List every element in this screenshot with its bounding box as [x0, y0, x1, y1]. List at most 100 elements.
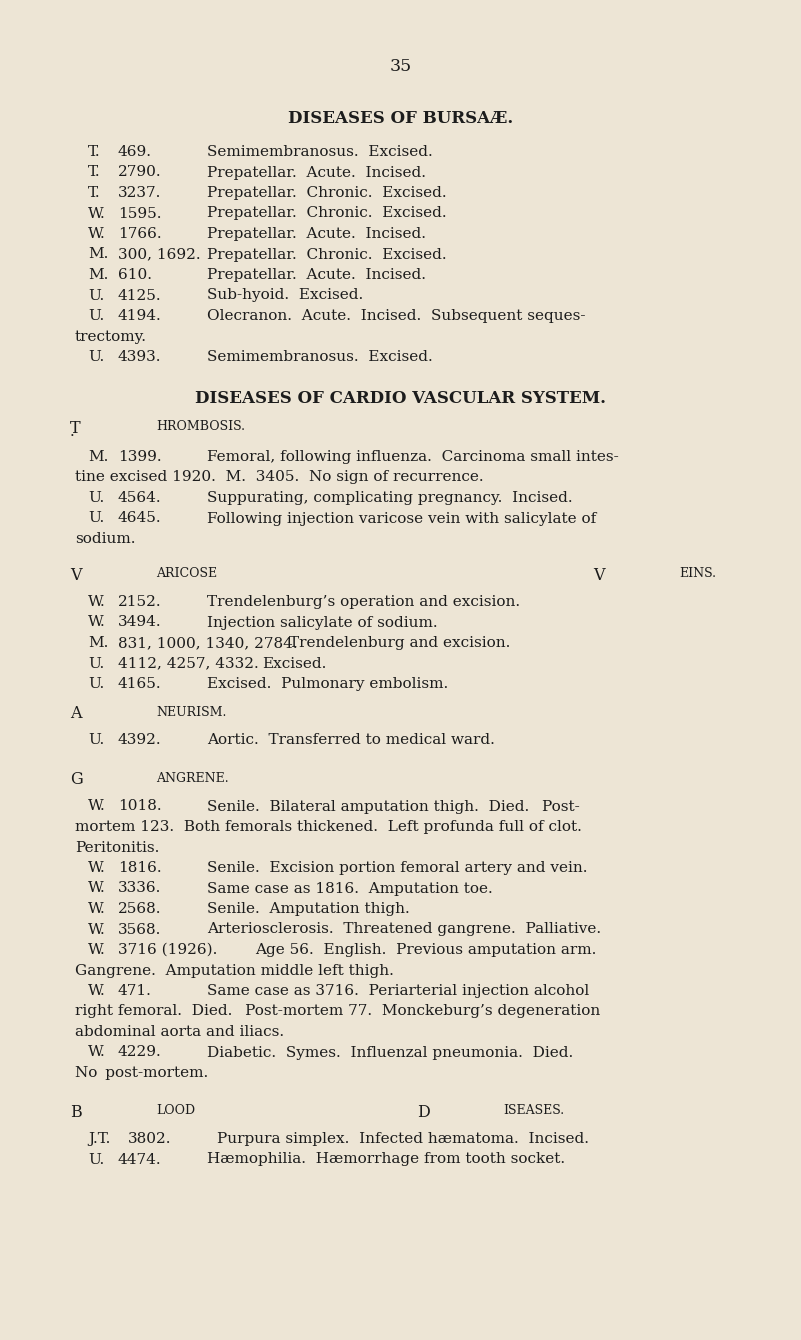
Text: Senile.  Bilateral amputation thigh.  Died.   Post-: Senile. Bilateral amputation thigh. Died…	[207, 800, 580, 813]
Text: W.: W.	[88, 1045, 106, 1060]
Text: 4564.: 4564.	[118, 490, 162, 505]
Text: abdominal aorta and iliacs.: abdominal aorta and iliacs.	[75, 1025, 284, 1038]
Text: M.: M.	[88, 636, 108, 650]
Text: 471.: 471.	[118, 984, 152, 998]
Text: 1399.: 1399.	[118, 450, 162, 464]
Text: Arteriosclerosis.  Threatened gangrene.  Palliative.: Arteriosclerosis. Threatened gangrene. P…	[207, 922, 601, 937]
Text: 1595.: 1595.	[118, 206, 162, 221]
Text: 4474.: 4474.	[118, 1152, 162, 1167]
Text: Same case as 3716.  Periarterial injection alcohol: Same case as 3716. Periarterial injectio…	[207, 984, 590, 998]
Text: ISEASES.: ISEASES.	[504, 1104, 565, 1118]
Text: 2790.: 2790.	[118, 166, 162, 180]
Text: Same case as 1816.  Amputation toe.: Same case as 1816. Amputation toe.	[207, 882, 493, 895]
Text: U.: U.	[88, 1152, 104, 1167]
Text: ARICOSE: ARICOSE	[156, 567, 217, 580]
Text: Suppurating, complicating pregnancy.  Incised.: Suppurating, complicating pregnancy. Inc…	[207, 490, 573, 505]
Text: Sub-hyoid.  Excised.: Sub-hyoid. Excised.	[207, 288, 363, 303]
Text: U.: U.	[88, 350, 104, 364]
Text: Aortic.  Transferred to medical ward.: Aortic. Transferred to medical ward.	[207, 733, 495, 748]
Text: 35: 35	[389, 58, 412, 75]
Text: 3336.: 3336.	[118, 882, 161, 895]
Text: DISEASES OF BURSAÆ.: DISEASES OF BURSAÆ.	[288, 110, 513, 127]
Text: sodium.: sodium.	[75, 532, 135, 545]
Text: .: .	[70, 425, 74, 440]
Text: 300, 1692.: 300, 1692.	[118, 248, 200, 261]
Text: D: D	[417, 1104, 430, 1122]
Text: T.: T.	[88, 166, 101, 180]
Text: trectomy.: trectomy.	[75, 330, 147, 343]
Text: mortem 123.  Both femorals thickened.  Left profunda full of clot.: mortem 123. Both femorals thickened. Lef…	[75, 820, 582, 833]
Text: Prepatellar.  Chronic.  Excised.: Prepatellar. Chronic. Excised.	[207, 248, 447, 261]
Text: 3237.: 3237.	[118, 186, 161, 200]
Text: 1816.: 1816.	[118, 862, 162, 875]
Text: Femoral, following influenza.  Carcinoma small intes-: Femoral, following influenza. Carcinoma …	[207, 450, 618, 464]
Text: W.: W.	[88, 206, 106, 221]
Text: Gangrene.  Amputation middle left thigh.: Gangrene. Amputation middle left thigh.	[75, 963, 394, 977]
Text: 4392.: 4392.	[118, 733, 162, 748]
Text: 610.: 610.	[118, 268, 152, 281]
Text: W.: W.	[88, 800, 106, 813]
Text: U.: U.	[88, 310, 104, 323]
Text: 4645.: 4645.	[118, 512, 162, 525]
Text: M.: M.	[88, 268, 108, 281]
Text: DISEASES OF CARDIO VASCULAR SYSTEM.: DISEASES OF CARDIO VASCULAR SYSTEM.	[195, 390, 606, 407]
Text: 1018.: 1018.	[118, 800, 162, 813]
Text: 4112, 4257, 4332.: 4112, 4257, 4332.	[118, 657, 259, 670]
Text: Semimembranosus.  Excised.: Semimembranosus. Excised.	[207, 145, 433, 159]
Text: Trendelenburg and excision.: Trendelenburg and excision.	[289, 636, 510, 650]
Text: 831, 1000, 1340, 2784.: 831, 1000, 1340, 2784.	[118, 636, 298, 650]
Text: U.: U.	[88, 657, 104, 670]
Text: U.: U.	[88, 490, 104, 505]
Text: M.: M.	[88, 248, 108, 261]
Text: Purpura simplex.  Infected hæmatoma.  Incised.: Purpura simplex. Infected hæmatoma. Inci…	[217, 1132, 589, 1146]
Text: B: B	[70, 1104, 82, 1122]
Text: Diabetic.  Symes.  Influenzal pneumonia.  Died.: Diabetic. Symes. Influenzal pneumonia. D…	[207, 1045, 574, 1060]
Text: 4229.: 4229.	[118, 1045, 162, 1060]
Text: W.: W.	[88, 984, 106, 998]
Text: W.: W.	[88, 226, 106, 241]
Text: W.: W.	[88, 922, 106, 937]
Text: Senile.  Amputation thigh.: Senile. Amputation thigh.	[207, 902, 410, 917]
Text: Age 56.  English.  Previous amputation arm.: Age 56. English. Previous amputation arm…	[255, 943, 597, 957]
Text: W.: W.	[88, 902, 106, 917]
Text: G: G	[70, 772, 83, 788]
Text: 3802.: 3802.	[128, 1132, 171, 1146]
Text: 4194.: 4194.	[118, 310, 162, 323]
Text: T.: T.	[88, 186, 101, 200]
Text: tine excised 1920.  M.  3405.  No sign of recurrence.: tine excised 1920. M. 3405. No sign of r…	[75, 470, 484, 485]
Text: 2152.: 2152.	[118, 595, 162, 608]
Text: M.: M.	[88, 450, 108, 464]
Text: 4393.: 4393.	[118, 350, 162, 364]
Text: 3494.: 3494.	[118, 615, 162, 630]
Text: W.: W.	[88, 615, 106, 630]
Text: 3716 (1926).: 3716 (1926).	[118, 943, 217, 957]
Text: U.: U.	[88, 733, 104, 748]
Text: U.: U.	[88, 677, 104, 691]
Text: LOOD: LOOD	[156, 1104, 195, 1118]
Text: Prepatellar.  Acute.  Incised.: Prepatellar. Acute. Incised.	[207, 268, 426, 281]
Text: Senile.  Excision portion femoral artery and vein.: Senile. Excision portion femoral artery …	[207, 862, 587, 875]
Text: T.: T.	[88, 145, 101, 159]
Text: U.: U.	[88, 288, 104, 303]
Text: J.T.: J.T.	[88, 1132, 111, 1146]
Text: Semimembranosus.  Excised.: Semimembranosus. Excised.	[207, 350, 433, 364]
Text: Excised.: Excised.	[262, 657, 326, 670]
Text: W.: W.	[88, 943, 106, 957]
Text: W.: W.	[88, 595, 106, 608]
Text: Prepatellar.  Chronic.  Excised.: Prepatellar. Chronic. Excised.	[207, 206, 447, 221]
Text: No  post-mortem.: No post-mortem.	[75, 1067, 208, 1080]
Text: W.: W.	[88, 862, 106, 875]
Text: 2568.: 2568.	[118, 902, 162, 917]
Text: right femoral.  Died.   Post-mortem 77.  Monckeburg’s degeneration: right femoral. Died. Post-mortem 77. Mon…	[75, 1005, 600, 1018]
Text: 1766.: 1766.	[118, 226, 162, 241]
Text: 4125.: 4125.	[118, 288, 162, 303]
Text: Peritonitis.: Peritonitis.	[75, 840, 159, 855]
Text: Prepatellar.  Acute.  Incised.: Prepatellar. Acute. Incised.	[207, 166, 426, 180]
Text: U.: U.	[88, 512, 104, 525]
Text: Injection salicylate of sodium.: Injection salicylate of sodium.	[207, 615, 437, 630]
Text: Trendelenburg’s operation and excision.: Trendelenburg’s operation and excision.	[207, 595, 520, 608]
Text: 4165.: 4165.	[118, 677, 162, 691]
Text: Olecranon.  Acute.  Incised.  Subsequent seques-: Olecranon. Acute. Incised. Subsequent se…	[207, 310, 586, 323]
Text: Following injection varicose vein with salicylate of: Following injection varicose vein with s…	[207, 512, 596, 525]
Text: T: T	[70, 419, 81, 437]
